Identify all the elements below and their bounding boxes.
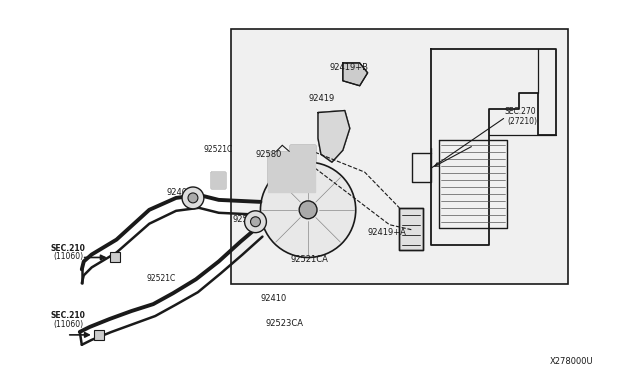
Text: 92580: 92580 [255, 150, 282, 159]
Polygon shape [268, 145, 315, 192]
Circle shape [182, 187, 204, 209]
Text: (11060): (11060) [53, 320, 83, 329]
Text: 92521C: 92521C [204, 145, 233, 154]
Polygon shape [343, 63, 367, 86]
Text: 92419+B: 92419+B [330, 63, 369, 72]
Text: 92419+A: 92419+A [367, 228, 406, 237]
Polygon shape [318, 110, 350, 162]
Text: 92400: 92400 [166, 188, 193, 197]
Text: (11060): (11060) [53, 253, 83, 262]
Bar [109, 253, 120, 262]
Circle shape [260, 162, 356, 257]
Polygon shape [211, 172, 225, 188]
Text: 92522P: 92522P [233, 215, 264, 224]
Text: 92419: 92419 [308, 94, 334, 103]
Text: (27210): (27210) [508, 116, 538, 125]
Text: X278000U: X278000U [549, 357, 593, 366]
Bar [230, 29, 568, 284]
Bar [93, 330, 104, 340]
Circle shape [188, 193, 198, 203]
Text: 92410: 92410 [260, 294, 287, 303]
Text: SEC.210: SEC.210 [50, 311, 85, 320]
Circle shape [250, 217, 260, 227]
Text: 92521C: 92521C [147, 274, 175, 283]
Text: SEC.270: SEC.270 [504, 107, 536, 116]
Text: 92521CA: 92521CA [290, 256, 328, 264]
Circle shape [299, 201, 317, 219]
Text: SEC.210: SEC.210 [50, 244, 85, 253]
Polygon shape [399, 208, 423, 250]
Circle shape [244, 211, 266, 232]
Text: 92523CA: 92523CA [266, 319, 303, 328]
